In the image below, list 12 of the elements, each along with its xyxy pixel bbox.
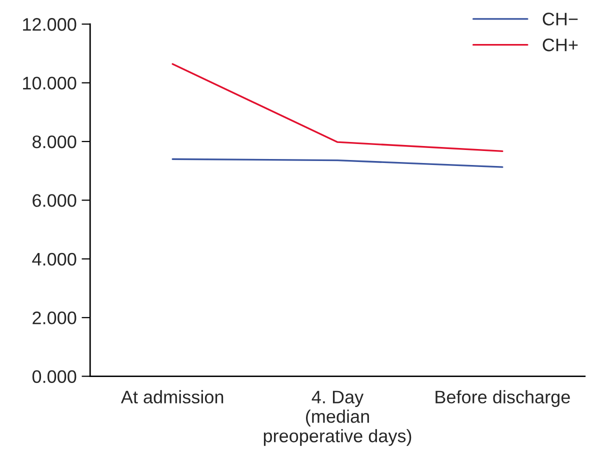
y-tick-label: 12.000 [23,18,76,31]
x-tick-label: 4. Day (median preoperative days) [264,390,412,446]
y-tick-label: 4.000 [32,252,76,266]
y-tick-label: 0.000 [32,370,76,384]
legend-label: CH+ [542,38,578,52]
legend-label: CH− [542,12,578,26]
y-tick-label: 2.000 [32,312,76,324]
x-tick-label: Before discharge [436,390,570,408]
y-tick-label: 6.000 [32,194,76,207]
y-tick-label: 8.000 [32,135,76,148]
x-tick-label: At admission [120,390,224,404]
y-tick-label: 10.000 [23,76,76,90]
